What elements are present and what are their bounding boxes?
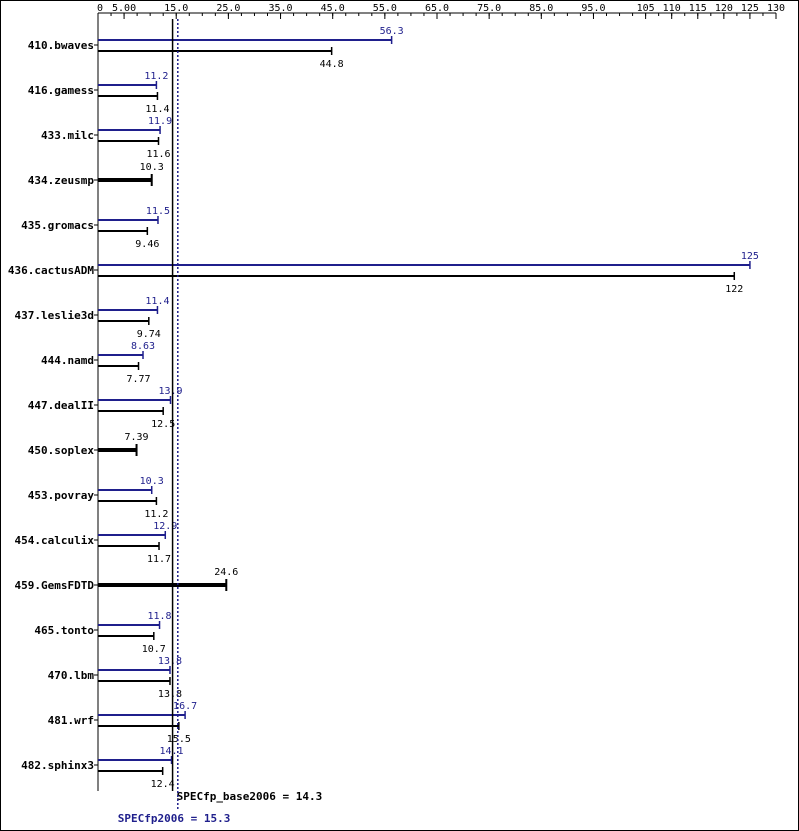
- peak-value-label: 11.9: [148, 116, 172, 127]
- benchmark-label: 416.gamess: [28, 84, 94, 97]
- base-value-label: 24.6: [214, 567, 238, 578]
- peak-value-label: 12.9: [153, 521, 177, 532]
- x-axis-tick-label: 125: [741, 3, 759, 14]
- x-axis-tick-label: 0: [97, 3, 103, 14]
- base-value-label: 44.8: [320, 59, 344, 70]
- x-axis-tick-label: 95.0: [581, 3, 605, 14]
- peak-value-label: 13.9: [158, 386, 182, 397]
- benchmark-label: 437.leslie3d: [15, 309, 94, 322]
- base-value-label: 7.39: [124, 432, 148, 443]
- x-axis-tick-label: 45.0: [321, 3, 345, 14]
- base-value-label: 15.5: [167, 734, 191, 745]
- benchmark-label: 450.soplex: [28, 444, 95, 457]
- base-value-label: 12.4: [151, 779, 175, 790]
- peak-value-label: 14.1: [159, 746, 183, 757]
- x-axis-tick-label: 75.0: [477, 3, 501, 14]
- benchmark-label: 435.gromacs: [21, 219, 94, 232]
- x-axis-tick-label: 105: [637, 3, 655, 14]
- base-value-label: 10.3: [140, 162, 164, 173]
- peak-reference-label: SPECfp2006 = 15.3: [118, 812, 231, 825]
- peak-value-label: 10.3: [140, 476, 164, 487]
- base-value-label: 122: [725, 284, 743, 295]
- benchmark-label: 410.bwaves: [28, 39, 94, 52]
- base-value-label: 12.5: [151, 419, 175, 430]
- peak-value-label: 13.8: [158, 656, 182, 667]
- benchmark-label: 465.tonto: [34, 624, 94, 637]
- x-axis-tick-label: 65.0: [425, 3, 449, 14]
- base-reference-label: SPECfp_base2006 = 14.3: [177, 790, 323, 803]
- benchmark-label: 470.lbm: [48, 669, 95, 682]
- peak-value-label: 56.3: [380, 26, 404, 37]
- benchmark-label: 433.milc: [41, 129, 94, 142]
- benchmark-label: 447.dealII: [28, 399, 94, 412]
- peak-value-label: 11.4: [145, 296, 169, 307]
- base-value-label: 11.7: [147, 554, 171, 565]
- x-axis-tick-label: 25.0: [216, 3, 240, 14]
- benchmark-label: 436.cactusADM: [8, 264, 94, 277]
- peak-value-label: 16.7: [173, 701, 197, 712]
- peak-value-label: 11.2: [144, 71, 168, 82]
- benchmark-label: 481.wrf: [48, 714, 94, 727]
- base-value-label: 9.74: [137, 329, 161, 340]
- base-value-label: 13.8: [158, 689, 182, 700]
- base-value-label: 11.6: [146, 149, 170, 160]
- x-axis-tick-label: 130: [767, 3, 785, 14]
- benchmark-label: 482.sphinx3: [21, 759, 94, 772]
- benchmark-label: 454.calculix: [15, 534, 95, 547]
- base-value-label: 11.2: [144, 509, 168, 520]
- base-value-label: 9.46: [135, 239, 159, 250]
- x-axis-tick-label: 115: [689, 3, 707, 14]
- x-axis-tick-label: 110: [663, 3, 681, 14]
- base-value-label: 10.7: [142, 644, 166, 655]
- peak-value-label: 11.5: [146, 206, 170, 217]
- peak-value-label: 11.8: [147, 611, 171, 622]
- benchmark-label: 453.povray: [28, 489, 95, 502]
- x-axis-tick-label: 120: [715, 3, 733, 14]
- benchmark-label: 444.namd: [41, 354, 94, 367]
- x-axis-tick-label: 55.0: [373, 3, 397, 14]
- x-axis-tick-label: 85.0: [529, 3, 553, 14]
- peak-value-label: 8.63: [131, 341, 155, 352]
- base-value-label: 11.4: [145, 104, 169, 115]
- x-axis-tick-label: 5.00: [112, 3, 136, 14]
- benchmark-label: 434.zeusmp: [28, 174, 95, 187]
- peak-value-label: 125: [741, 251, 759, 262]
- x-axis-tick-label: 35.0: [268, 3, 292, 14]
- base-value-label: 7.77: [126, 374, 150, 385]
- x-axis-tick-label: 15.0: [164, 3, 188, 14]
- benchmark-label: 459.GemsFDTD: [15, 579, 95, 592]
